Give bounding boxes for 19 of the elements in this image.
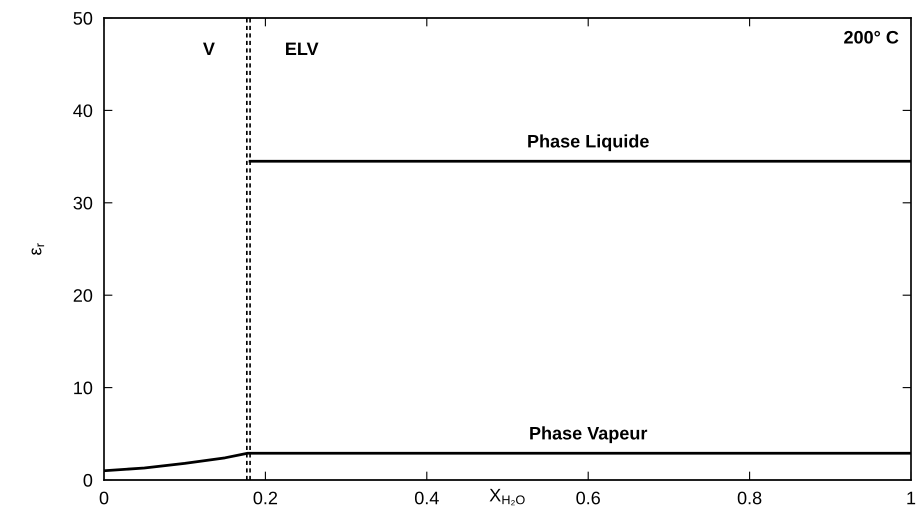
x-axis-title: X$_{H₂O}$ bbox=[490, 488, 525, 506]
x-tick-label: 0.2 bbox=[254, 492, 278, 504]
x-tick-label: 1 bbox=[907, 492, 916, 504]
annotation: V bbox=[203, 42, 215, 56]
annotation: ELV bbox=[286, 42, 318, 56]
y-tick-label: 30 bbox=[73, 196, 92, 210]
annotation: Phase Liquide bbox=[528, 134, 649, 152]
x-tick-label: 0.8 bbox=[738, 492, 762, 504]
y-tick-label: 10 bbox=[74, 382, 92, 394]
x-tick-label: 0.4 bbox=[414, 492, 439, 504]
x-tick-label: 0 bbox=[100, 492, 108, 504]
y-tick-label: 0 bbox=[84, 474, 92, 487]
annotation: 200° C bbox=[844, 30, 898, 44]
x-tick-label: 0.6 bbox=[576, 492, 600, 504]
y-tick-label: 50 bbox=[74, 12, 92, 25]
y-axis-title: ε$_{r}$ bbox=[32, 243, 44, 255]
y-tick-label: 20 bbox=[74, 289, 92, 302]
y-tick-label: 40 bbox=[73, 104, 92, 118]
annotation: Phase Vapeur bbox=[530, 426, 648, 444]
